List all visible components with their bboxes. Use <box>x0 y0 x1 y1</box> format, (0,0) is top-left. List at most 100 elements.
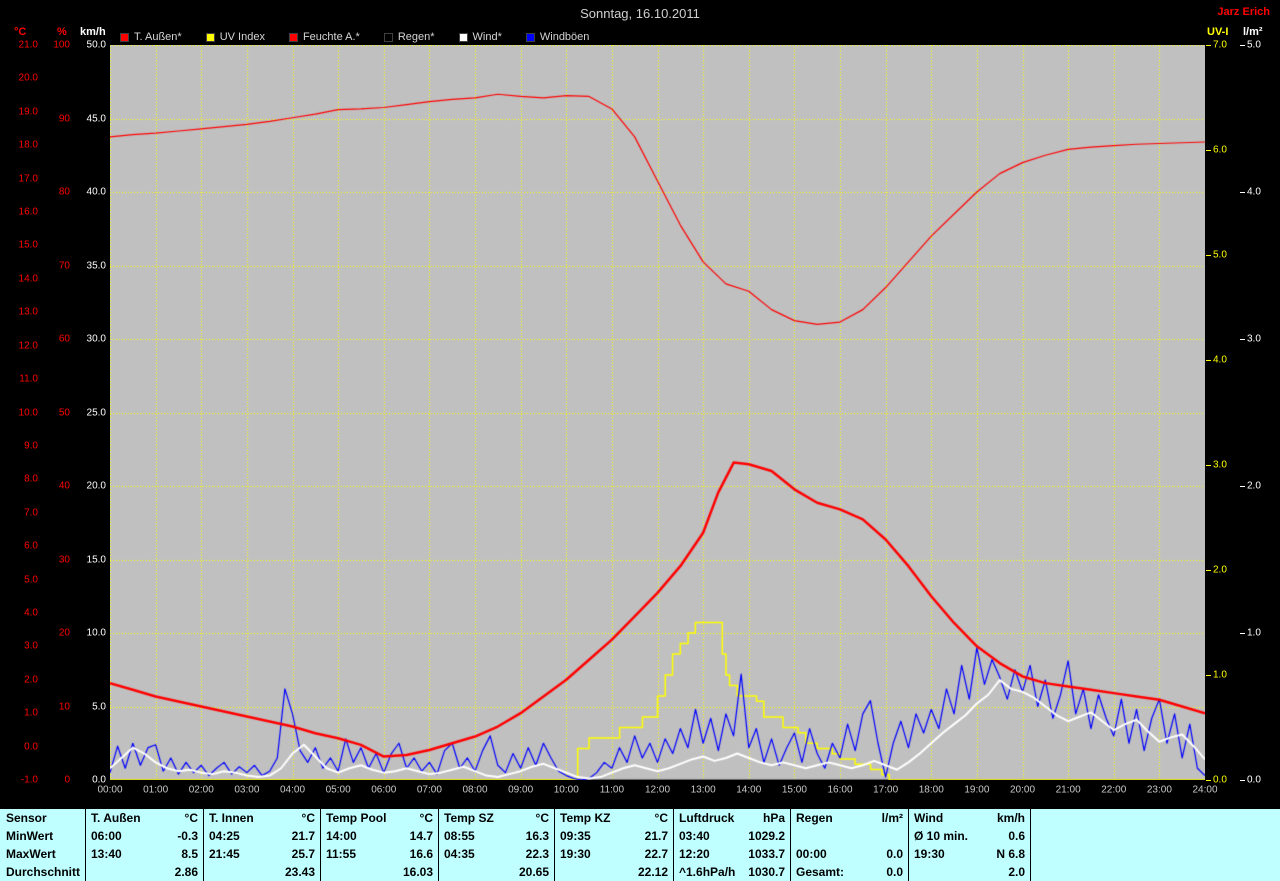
stat-max-temp-sz-value: 22.3 <box>525 847 549 861</box>
temp-tick-3: 18.0 <box>18 139 38 151</box>
temp-tick-11: 10.0 <box>18 407 38 418</box>
stat-header-regen-value: l/m² <box>881 811 903 825</box>
stat-min-luftdruck: 03:40 1029.2 <box>673 827 790 845</box>
x-tick-7: 07:00 <box>416 784 442 796</box>
stat-min-temp-sz: 08:55 16.3 <box>438 827 554 845</box>
wind-tick-9: 5.0 <box>92 701 106 712</box>
stat-max-t-aussen-value: 8.5 <box>181 847 198 861</box>
uv-tick-mark <box>1206 675 1211 676</box>
stat-max-t-innen-value: 25.7 <box>291 847 315 861</box>
stats-filler <box>1030 809 1280 827</box>
x-tick-20: 20:00 <box>1009 784 1036 796</box>
stat-min-t-innen-value: 21.7 <box>291 829 315 843</box>
stats-rowlabel-max: MaxWert <box>6 847 56 861</box>
stat-max-temp-pool: 11:55 16.6 <box>320 845 438 863</box>
chart-legend: T. Außen* UV Index Feuchte A.* Regen* Wind* W… <box>120 31 589 43</box>
humidity-tick-4: 60 <box>58 333 70 345</box>
stats-row-header: Sensor T. Außen °C T. Innen °C Temp Pool °C Tem… <box>0 809 1280 827</box>
stat-header-temp-pool-value: °C <box>419 811 433 825</box>
t-aussen-legend-label: T. Außen* <box>134 31 182 43</box>
regen-swatch-icon <box>383 32 393 42</box>
axis-header-rain: l/m² <box>1243 26 1263 38</box>
uv-tick-5: 2.0 <box>1213 564 1227 576</box>
uv-tick-mark <box>1206 255 1211 256</box>
temp-tick-2: 19.0 <box>18 106 38 118</box>
uv-tick-7: 0.0 <box>1213 774 1227 786</box>
axis-header-uv: UV-I <box>1207 26 1229 38</box>
wind-tick-0: 50.0 <box>86 39 106 51</box>
stat-avg-regen: Gesamt: 0.0 <box>790 863 908 881</box>
x-tick-13: 13:00 <box>690 784 716 796</box>
humidity-tick-6: 40 <box>58 480 70 492</box>
stat-avg-temp-sz-value: 20.65 <box>518 865 549 879</box>
temp-tick-19: 2.0 <box>24 674 38 686</box>
stat-min-t-aussen-value: -0.3 <box>177 829 198 843</box>
stat-header-temp-kz: Temp KZ °C <box>554 809 673 827</box>
stat-avg-t-aussen: 2.86 <box>85 863 203 881</box>
stat-avg-temp-pool-value: 16.03 <box>402 865 433 879</box>
temp-tick-15: 6.0 <box>24 540 38 552</box>
uv-tick-mark <box>1206 570 1211 571</box>
x-tick-17: 17:00 <box>873 784 899 796</box>
temp-tick-12: 9.0 <box>24 440 38 452</box>
x-tick-11: 11:00 <box>599 784 625 796</box>
uv-index-legend-label: UV Index <box>219 31 265 43</box>
axis-header-wind: km/h <box>80 26 106 38</box>
axis-header-humidity: % <box>57 26 67 38</box>
stat-header-temp-sz-label: Temp SZ <box>444 811 494 825</box>
uv-tick-mark <box>1206 780 1211 781</box>
rain-tick-mark <box>1240 633 1245 634</box>
temp-tick-8: 13.0 <box>18 306 38 318</box>
x-tick-6: 06:00 <box>371 784 397 796</box>
stat-max-temp-pool-value: 16.6 <box>409 847 433 861</box>
stats-table: Sensor T. Außen °C T. Innen °C Temp Pool °C Tem… <box>0 808 1280 881</box>
stat-avg-regen-label: Gesamt: <box>796 865 845 879</box>
stat-min-temp-pool-label: 14:00 <box>326 829 357 843</box>
windboeen-swatch-icon <box>525 32 535 42</box>
stat-header-luftdruck: Luftdruck hPa <box>673 809 790 827</box>
stat-avg-luftdruck-value: 1030.7 <box>748 865 785 879</box>
stat-max-regen-label: 00:00 <box>796 847 827 861</box>
legend-item-feuchte-a: Feuchte A.* <box>288 31 360 43</box>
stat-max-luftdruck-label: 12:20 <box>679 847 710 861</box>
uv-tick-6: 1.0 <box>1213 669 1227 681</box>
stat-header-luftdruck-label: Luftdruck <box>679 811 735 825</box>
feuchte-a-legend-label: Feuchte A.* <box>302 31 360 43</box>
page-title: Sonntag, 16.10.2011 <box>580 6 700 21</box>
rain-tick-3: 2.0 <box>1247 480 1261 492</box>
stats-rowlabel-avg: Durchschnitt <box>6 865 81 879</box>
stat-header-wind-value: km/h <box>996 811 1025 825</box>
stat-avg-t-innen-value: 23.43 <box>284 865 315 879</box>
legend-item-windboeen: Windböen <box>525 31 589 43</box>
stat-min-temp-kz-value: 21.7 <box>644 829 668 843</box>
stat-avg-luftdruck-label: ^1.6hPa/h <box>679 865 736 879</box>
uv-index-swatch-icon <box>205 32 215 42</box>
stat-max-regen: 00:00 0.0 <box>790 845 908 863</box>
stat-header-t-aussen: T. Außen °C <box>85 809 203 827</box>
feuchte-a-swatch-icon <box>288 32 298 42</box>
stat-max-temp-kz-value: 22.7 <box>644 847 668 861</box>
temp-tick-21: 0.0 <box>24 741 38 753</box>
stat-max-wind: 19:30 N 6.8 <box>908 845 1030 863</box>
rain-tick-mark <box>1240 339 1245 340</box>
stat-min-temp-pool-value: 14.7 <box>409 829 433 843</box>
stats-rowlabel-header: Sensor <box>6 811 47 825</box>
wind-tick-2: 40.0 <box>86 186 106 198</box>
stat-min-temp-sz-value: 16.3 <box>525 829 549 843</box>
x-tick-5: 05:00 <box>325 784 351 796</box>
stat-min-wind-value: 0.6 <box>1008 829 1025 843</box>
stats-filler <box>1030 827 1280 845</box>
legend-item-regen: Regen* <box>383 31 435 43</box>
stat-header-t-innen-value: °C <box>301 811 315 825</box>
rain-tick-0: 5.0 <box>1247 39 1261 51</box>
stat-header-temp-kz-label: Temp KZ <box>560 811 611 825</box>
stat-max-t-aussen-label: 13:40 <box>91 847 122 861</box>
stat-min-luftdruck-value: 1029.2 <box>748 829 785 843</box>
stat-min-temp-kz: 09:35 21.7 <box>554 827 673 845</box>
humidity-tick-0: 100 <box>53 39 70 51</box>
stat-avg-temp-sz: 20.65 <box>438 863 554 881</box>
stat-avg-luftdruck: ^1.6hPa/h 1030.7 <box>673 863 790 881</box>
temp-tick-16: 5.0 <box>24 574 38 586</box>
uv-tick-2: 5.0 <box>1213 249 1227 261</box>
